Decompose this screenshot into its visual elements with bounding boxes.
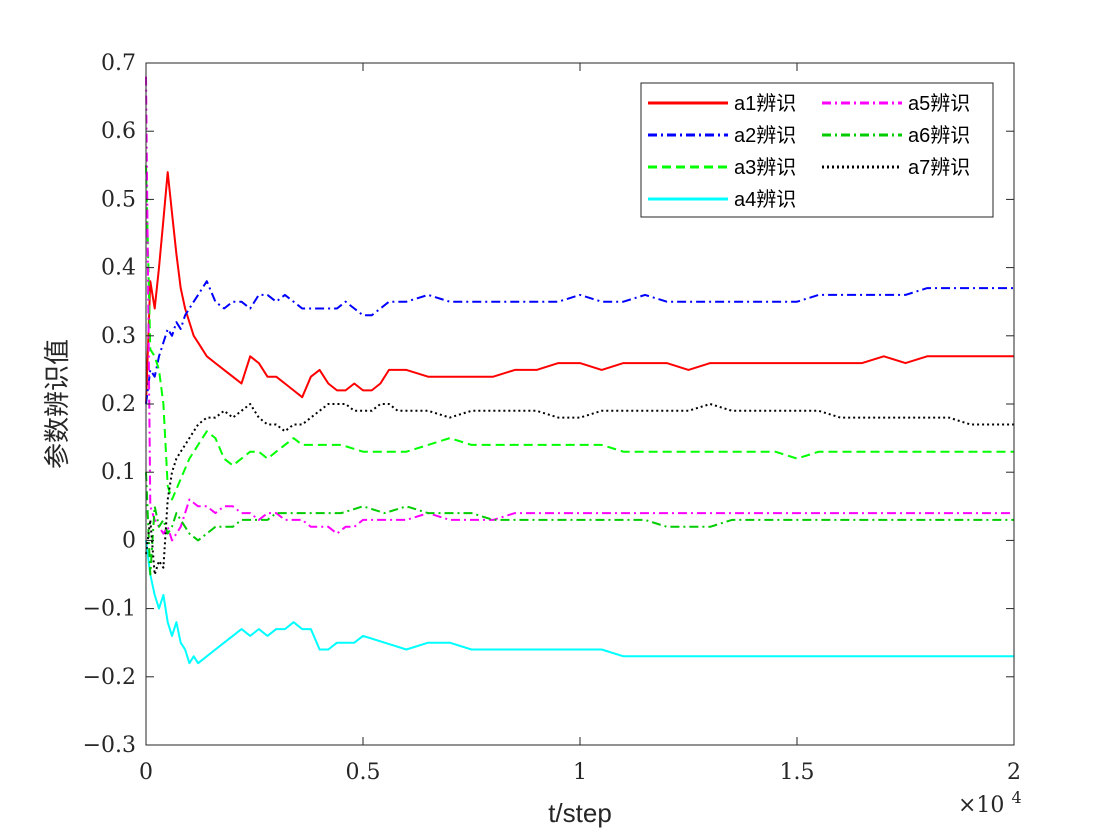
legend-box bbox=[640, 82, 994, 218]
x-tick-label: 0 bbox=[139, 760, 153, 785]
series-line-a5 bbox=[145, 76, 1014, 542]
legend-item-a1: a1辨识 bbox=[648, 92, 796, 115]
series-line-a1 bbox=[145, 171, 1014, 405]
ticks-layer: 0 0.5 1 1.5 2 −0.3 −0.2 −0.1 0 0.1 0.2 0.3 0.4 0.5 0.6… bbox=[83, 51, 1021, 785]
svg-text:×10 4: ×10 4 bbox=[958, 788, 1022, 818]
legend-label: a1辨识 bbox=[734, 92, 796, 115]
y-tick-label: 0.7 bbox=[101, 51, 136, 76]
legend-item-a3: a3辨识 bbox=[648, 156, 796, 179]
legend-label: a5辨识 bbox=[908, 92, 970, 115]
legend-label: a2辨识 bbox=[734, 124, 796, 147]
y-tick-label: −0.1 bbox=[83, 597, 136, 622]
legend-label: a7辨识 bbox=[908, 156, 970, 179]
legend-label: a6辨识 bbox=[908, 124, 970, 147]
series-line-a6 bbox=[145, 472, 1014, 576]
x-tick-label: 0.5 bbox=[346, 760, 381, 785]
y-tick-label: 0 bbox=[122, 528, 136, 553]
series-layer bbox=[145, 76, 1014, 665]
x-exponent-base: ×10 bbox=[958, 793, 1004, 818]
y-tick-label: −0.3 bbox=[83, 733, 136, 758]
legend-label: a4辨识 bbox=[734, 188, 796, 211]
y-tick-label: 0.4 bbox=[101, 256, 136, 281]
series-line-a3 bbox=[145, 165, 1014, 501]
legend-item-a6: a6辨识 bbox=[822, 124, 970, 147]
x-tick-label: 1 bbox=[573, 760, 587, 785]
legend-item-a7: a7辨识 bbox=[822, 156, 970, 179]
series-line-a2 bbox=[145, 280, 1014, 405]
legend-item-a5: a5辨识 bbox=[822, 92, 970, 115]
series-line-a4 bbox=[145, 540, 1014, 665]
x-axis-label: t/step bbox=[548, 798, 612, 828]
x-exponent-power: 4 bbox=[1011, 788, 1021, 807]
series-line-a7 bbox=[145, 403, 1014, 576]
y-tick-label: 0.1 bbox=[101, 460, 136, 485]
y-tick-label: 0.6 bbox=[101, 119, 136, 144]
x-tick-label: 1.5 bbox=[780, 760, 815, 785]
y-tick-label: −0.2 bbox=[83, 665, 136, 690]
legend: a1辨识 a2辨识 a3辨识 a4辨识 a5辨识 a6辨识 a7辨识 bbox=[640, 82, 994, 218]
y-tick-label: 0.3 bbox=[101, 324, 136, 349]
legend-item-a2: a2辨识 bbox=[648, 124, 796, 147]
x-exponent-label: ×10 4 bbox=[958, 788, 1022, 818]
y-tick-label: 0.5 bbox=[101, 187, 136, 212]
y-axis-label: 参数辨识值 bbox=[42, 339, 72, 469]
x-tick-label: 2 bbox=[1007, 760, 1021, 785]
legend-label: a3辨识 bbox=[734, 156, 796, 179]
y-tick-label: 0.2 bbox=[101, 392, 136, 417]
legend-item-a4: a4辨识 bbox=[648, 188, 796, 211]
